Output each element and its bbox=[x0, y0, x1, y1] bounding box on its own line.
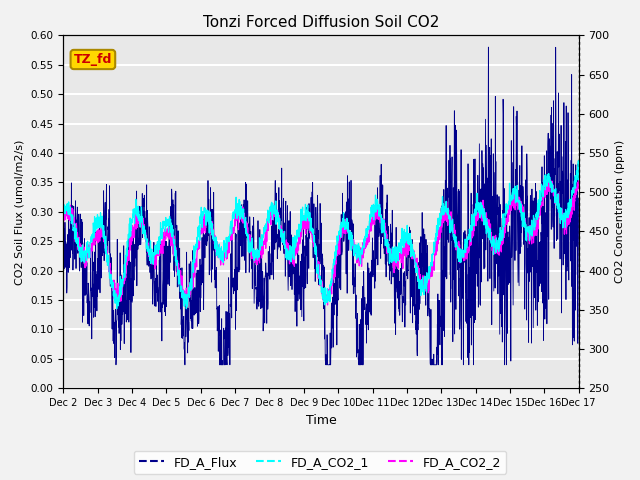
FD_A_CO2_2 bbox=[60, 225, 67, 231]
Line: FD_A_CO2_2: FD_A_CO2_2 bbox=[63, 180, 579, 305]
FD_A_Flux bbox=[561, 192, 568, 197]
FD_A_Flux bbox=[465, 341, 473, 347]
FD_A_CO2_1 bbox=[86, 254, 93, 260]
Line: FD_A_CO2_1: FD_A_CO2_1 bbox=[63, 161, 579, 309]
FD_A_Flux bbox=[112, 362, 120, 368]
Legend: FD_A_Flux, FD_A_CO2_1, FD_A_CO2_2: FD_A_Flux, FD_A_CO2_1, FD_A_CO2_2 bbox=[134, 451, 506, 474]
FD_A_CO2_1 bbox=[575, 177, 582, 182]
FD_A_CO2_1 bbox=[297, 228, 305, 234]
FD_A_Flux bbox=[484, 44, 492, 50]
FD_A_CO2_2 bbox=[310, 236, 318, 242]
FD_A_CO2_1 bbox=[575, 158, 582, 164]
X-axis label: Time: Time bbox=[306, 414, 337, 427]
Y-axis label: CO2 Soil Flux (umol/m2/s): CO2 Soil Flux (umol/m2/s) bbox=[15, 139, 25, 285]
FD_A_CO2_1 bbox=[182, 306, 190, 312]
FD_A_Flux bbox=[297, 259, 305, 264]
FD_A_CO2_1 bbox=[560, 217, 568, 223]
FD_A_CO2_1 bbox=[465, 226, 473, 232]
FD_A_CO2_2 bbox=[561, 216, 568, 222]
FD_A_Flux bbox=[86, 299, 93, 304]
FD_A_CO2_1 bbox=[60, 217, 67, 223]
FD_A_CO2_2 bbox=[575, 177, 582, 183]
Line: FD_A_Flux: FD_A_Flux bbox=[63, 47, 579, 365]
FD_A_CO2_2 bbox=[560, 221, 568, 227]
FD_A_CO2_2 bbox=[181, 302, 189, 308]
FD_A_CO2_2 bbox=[86, 249, 93, 255]
FD_A_CO2_2 bbox=[545, 177, 553, 182]
FD_A_Flux bbox=[560, 100, 568, 106]
FD_A_Flux bbox=[310, 236, 318, 242]
FD_A_CO2_2 bbox=[465, 248, 473, 253]
Title: Tonzi Forced Diffusion Soil CO2: Tonzi Forced Diffusion Soil CO2 bbox=[203, 15, 439, 30]
FD_A_CO2_2 bbox=[297, 236, 305, 242]
Y-axis label: CO2 Concentration (ppm): CO2 Concentration (ppm) bbox=[615, 140, 625, 284]
Text: TZ_fd: TZ_fd bbox=[74, 53, 112, 66]
FD_A_CO2_1 bbox=[560, 216, 568, 221]
FD_A_CO2_1 bbox=[310, 239, 318, 245]
FD_A_Flux bbox=[60, 255, 67, 261]
FD_A_Flux bbox=[575, 195, 582, 201]
